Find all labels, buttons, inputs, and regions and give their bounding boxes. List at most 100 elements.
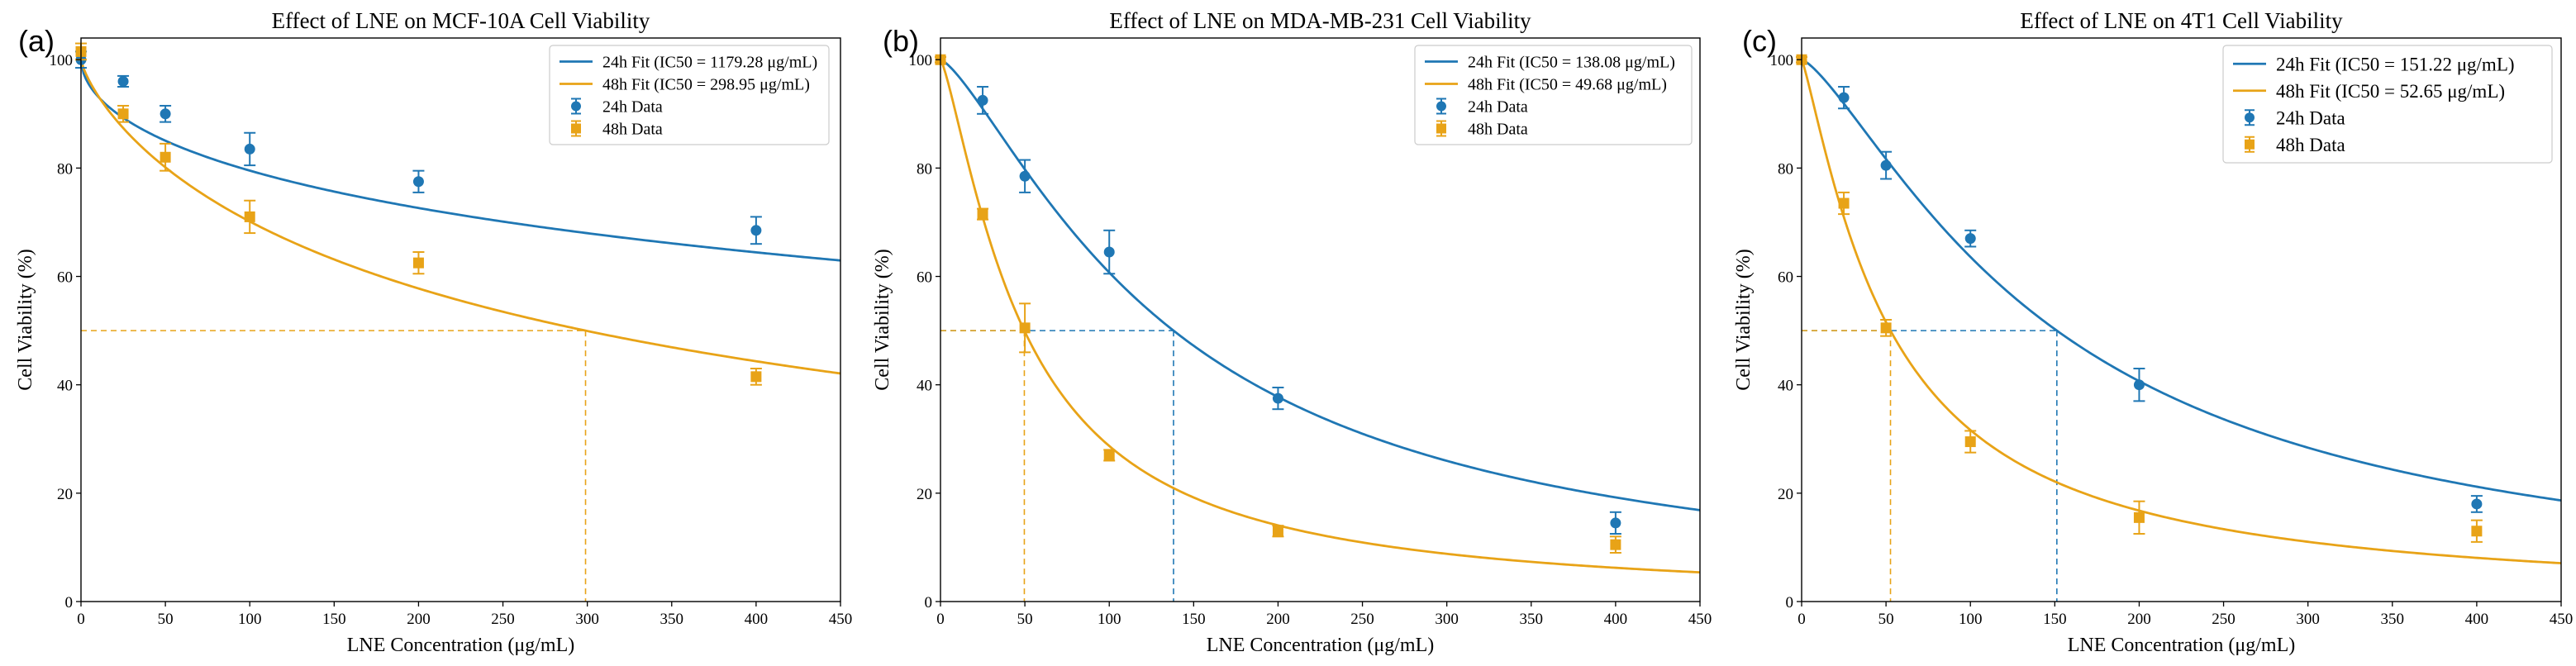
data-point-24h bbox=[1610, 517, 1621, 529]
legend-swatch-data-48h bbox=[571, 123, 581, 134]
y-tick-label: 0 bbox=[65, 594, 74, 611]
data-point-48h bbox=[2133, 511, 2145, 523]
legend-label-fit-24h: 24h Fit (IC50 = 151.22 μg/mL) bbox=[2276, 54, 2515, 74]
legend: 24h Fit (IC50 = 1179.28 μg/mL) 48h Fit (I… bbox=[549, 45, 830, 145]
panel-label: (c) bbox=[1742, 24, 1777, 58]
data-point-48h bbox=[750, 371, 762, 383]
x-tick-label: 200 bbox=[407, 611, 431, 628]
x-tick-label: 300 bbox=[1435, 611, 1459, 628]
chart-panel-2: (b) Effect of LNE on MDA-MB-231 Cell Viab… bbox=[872, 8, 1712, 656]
x-tick-label: 250 bbox=[1350, 611, 1374, 628]
y-tick-label: 60 bbox=[917, 269, 932, 287]
y-tick-label: 20 bbox=[57, 486, 73, 503]
x-tick-label: 250 bbox=[491, 611, 515, 628]
x-tick-label: 50 bbox=[1017, 611, 1033, 628]
data-point-24h bbox=[412, 176, 424, 188]
data-point-24h bbox=[2133, 379, 2145, 391]
y-tick-label: 0 bbox=[925, 594, 933, 611]
legend-label-fit-48h: 48h Fit (IC50 = 49.68 μg/mL) bbox=[1468, 76, 1667, 94]
x-tick-label: 450 bbox=[1688, 611, 1712, 628]
x-tick-label: 150 bbox=[1182, 611, 1206, 628]
fit-line-48h bbox=[940, 59, 1700, 574]
data-point-48h bbox=[977, 208, 988, 220]
y-tick-label: 40 bbox=[1778, 378, 1793, 395]
data-point-24h bbox=[750, 225, 762, 236]
fit-line-48h bbox=[1802, 59, 2561, 564]
legend-label-fit-48h: 48h Fit (IC50 = 52.65 μg/mL) bbox=[2276, 81, 2505, 102]
y-axis-label: Cell Viability (%) bbox=[15, 249, 36, 390]
y-tick-label: 80 bbox=[917, 160, 932, 178]
data-point-24h bbox=[1272, 392, 1283, 404]
x-tick-label: 350 bbox=[660, 611, 684, 628]
x-tick-label: 350 bbox=[1520, 611, 1544, 628]
y-tick-label: 100 bbox=[50, 52, 74, 69]
legend-swatch-data-24h bbox=[2245, 112, 2255, 123]
axes-frame bbox=[1801, 37, 2562, 602]
x-tick-label: 150 bbox=[2043, 611, 2067, 628]
y-tick-label: 100 bbox=[1770, 52, 1794, 69]
data-point-48h bbox=[1880, 322, 1892, 334]
x-tick-label: 0 bbox=[936, 611, 945, 628]
y-tick-label: 20 bbox=[1778, 486, 1793, 503]
y-tick-label: 80 bbox=[1778, 160, 1793, 178]
data-point-24h bbox=[1019, 170, 1031, 182]
y-tick-label: 80 bbox=[57, 160, 73, 178]
x-tick-label: 300 bbox=[575, 611, 599, 628]
axes-frame bbox=[80, 37, 841, 602]
data-point-24h bbox=[1838, 92, 1850, 103]
legend-label-data-24h: 24h Data bbox=[1468, 98, 1528, 117]
data-point-48h bbox=[1964, 436, 1976, 448]
x-tick-label: 250 bbox=[2212, 611, 2236, 628]
y-tick-label: 60 bbox=[57, 269, 73, 287]
legend-label-data-48h: 48h Data bbox=[2276, 135, 2345, 155]
y-tick-label: 20 bbox=[917, 486, 932, 503]
data-point-24h bbox=[1964, 233, 1976, 245]
fit-line-24h bbox=[940, 58, 1700, 511]
data-point-24h bbox=[2471, 498, 2483, 510]
legend-swatch-data-48h bbox=[1436, 123, 1446, 134]
data-point-48h bbox=[160, 151, 171, 163]
data-point-24h bbox=[160, 108, 171, 120]
x-tick-label: 0 bbox=[1797, 611, 1806, 628]
y-axis-label: Cell Viability (%) bbox=[872, 249, 893, 390]
fit-line-48h bbox=[81, 59, 840, 375]
axes-frame bbox=[940, 37, 1701, 602]
x-tick-label: 400 bbox=[745, 611, 769, 628]
data-point-48h bbox=[1103, 450, 1115, 461]
x-axis-label: LNE Concentration (μg/mL) bbox=[2068, 635, 2295, 656]
x-tick-label: 100 bbox=[1098, 611, 1121, 628]
x-tick-label: 50 bbox=[158, 611, 174, 628]
chart-panel-1: (a) Effect of LNE on MCF-10A Cell Viabili… bbox=[15, 8, 852, 656]
x-tick-label: 100 bbox=[238, 611, 262, 628]
data-point-24h bbox=[1880, 159, 1892, 171]
legend-label-data-48h: 48h Data bbox=[602, 121, 663, 139]
x-tick-label: 450 bbox=[829, 611, 853, 628]
x-tick-label: 0 bbox=[77, 611, 85, 628]
chart-panel-3: (c) Effect of LNE on 4T1 Cell Viability 0 5… bbox=[1733, 8, 2573, 656]
legend-box bbox=[1414, 45, 1693, 145]
x-tick-label: 200 bbox=[1266, 611, 1290, 628]
x-axis-label: LNE Concentration (μg/mL) bbox=[347, 635, 574, 656]
x-tick-label: 300 bbox=[2296, 611, 2320, 628]
data-point-48h bbox=[2471, 526, 2483, 537]
legend-box bbox=[549, 45, 830, 145]
plot-area bbox=[940, 58, 1700, 602]
chart-title: Effect of LNE on MDA-MB-231 Cell Viabili… bbox=[1109, 8, 1531, 33]
x-tick-label: 100 bbox=[1959, 611, 1983, 628]
data-point-24h bbox=[977, 94, 988, 106]
legend-label-data-24h: 24h Data bbox=[602, 98, 663, 117]
x-tick-label: 450 bbox=[2550, 611, 2574, 628]
x-tick-label: 200 bbox=[2127, 611, 2151, 628]
data-point-24h bbox=[244, 143, 255, 155]
data-point-48h bbox=[244, 211, 255, 222]
x-tick-label: 400 bbox=[2465, 611, 2489, 628]
data-point-48h bbox=[117, 108, 129, 120]
legend-label-fit-24h: 24h Fit (IC50 = 1179.28 μg/mL) bbox=[602, 54, 817, 72]
x-axis-label: LNE Concentration (μg/mL) bbox=[1207, 635, 1434, 656]
data-point-48h bbox=[412, 257, 424, 269]
legend-label-data-24h: 24h Data bbox=[2276, 107, 2345, 128]
data-point-48h bbox=[1610, 539, 1621, 550]
fit-line-24h bbox=[81, 59, 840, 262]
x-tick-label: 50 bbox=[1878, 611, 1894, 628]
